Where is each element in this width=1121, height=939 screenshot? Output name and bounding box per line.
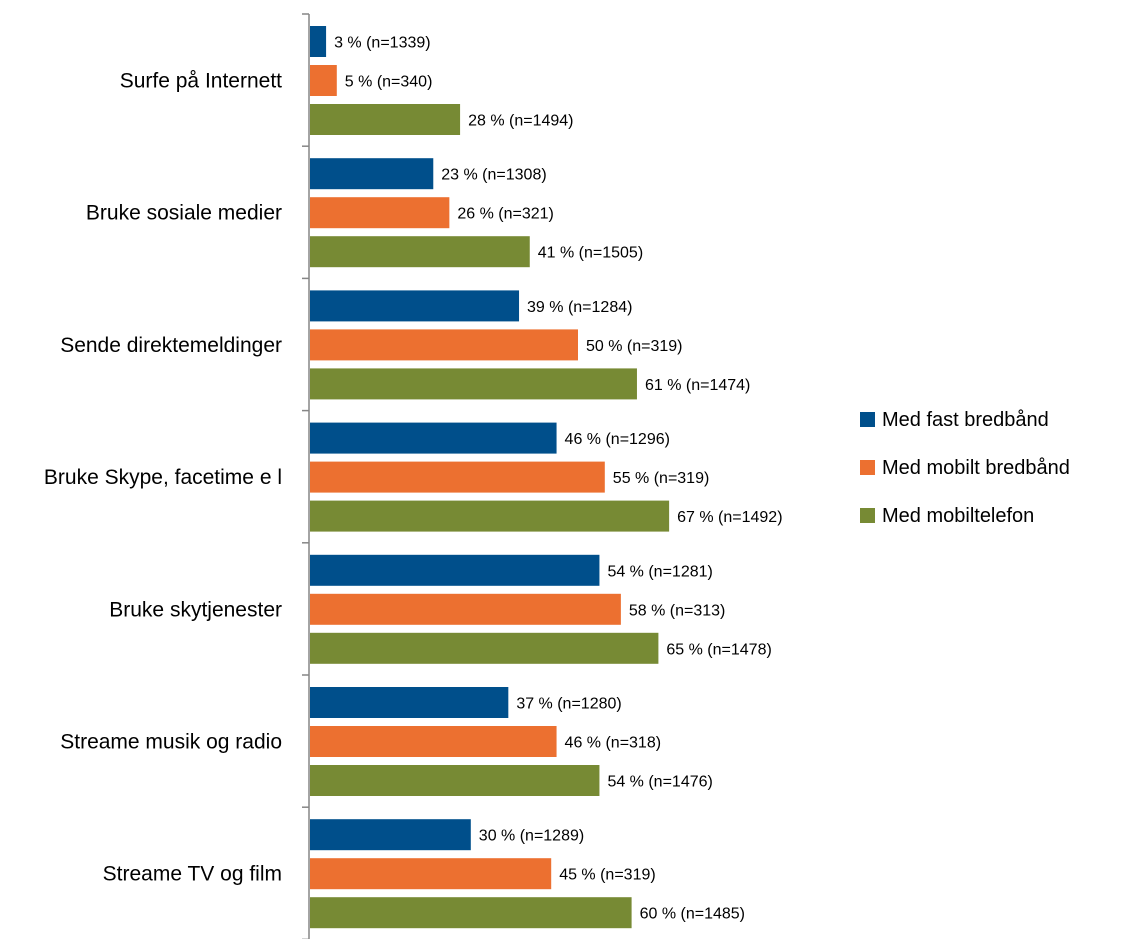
- data-label: 54 % (n=1476): [607, 774, 712, 791]
- data-label: 41 % (n=1505): [538, 245, 643, 262]
- category-label: Sende direktemeldinger: [60, 334, 282, 357]
- bar: [310, 687, 509, 718]
- category-label: Streame musik og radio: [60, 731, 282, 754]
- data-label: 55 % (n=319): [613, 470, 710, 487]
- data-label: 58 % (n=313): [629, 602, 726, 619]
- data-label: 5 % (n=340): [345, 74, 433, 91]
- bar: [310, 726, 557, 757]
- data-label: 23 % (n=1308): [441, 167, 546, 184]
- legend-label: Med mobiltelefon: [882, 505, 1034, 527]
- data-labels: 3 % (n=1339) 5 % (n=340) 28 % (n=1494) 23 %…: [334, 35, 782, 923]
- bar: [310, 632, 659, 664]
- data-label: 3 % (n=1339): [334, 35, 431, 52]
- legend-swatch: [860, 460, 875, 475]
- bar: [310, 104, 461, 135]
- bar: [310, 554, 600, 586]
- bar: [310, 236, 530, 268]
- bar: [310, 368, 637, 400]
- data-label: 46 % (n=1296): [565, 431, 670, 448]
- data-label: 54 % (n=1281): [607, 563, 712, 580]
- bar: [310, 593, 621, 625]
- data-label: 65 % (n=1478): [666, 641, 771, 658]
- category-labels: Surfe på Internett Bruke sosiale medier Se…: [44, 70, 282, 886]
- category-label: Streame TV og film: [103, 863, 282, 886]
- data-label: 60 % (n=1485): [640, 906, 745, 923]
- bar: [310, 65, 337, 96]
- bar: [310, 819, 471, 851]
- category-label: Bruke Skype, facetime e l: [44, 466, 282, 489]
- legend-label: Med mobilt bredbånd: [882, 457, 1070, 479]
- data-label: 61 % (n=1474): [645, 377, 750, 394]
- bar: [310, 329, 578, 361]
- data-label: 46 % (n=318): [565, 735, 662, 752]
- bar: [310, 290, 520, 322]
- bar: [310, 26, 327, 57]
- data-label: 28 % (n=1494): [468, 113, 573, 130]
- bar: [310, 500, 670, 532]
- bar: [310, 461, 605, 493]
- bar: [310, 158, 434, 190]
- data-label: 45 % (n=319): [559, 867, 656, 884]
- bars: [310, 26, 670, 929]
- axis-layer: [302, 13, 310, 939]
- data-label: 26 % (n=321): [457, 206, 554, 223]
- category-label: Bruke sosiale medier: [86, 202, 282, 225]
- data-label: 37 % (n=1280): [516, 696, 621, 713]
- bar: [310, 197, 450, 229]
- legend-swatch: [860, 412, 875, 427]
- bar: [310, 422, 557, 454]
- data-label: 50 % (n=319): [586, 338, 683, 355]
- bar: [310, 858, 552, 890]
- data-label: 67 % (n=1492): [677, 509, 782, 526]
- bar: [310, 765, 600, 796]
- category-label: Surfe på Internett: [120, 70, 282, 93]
- legend: Med fast bredbånd Med mobilt bredbånd Med …: [860, 409, 1070, 527]
- legend-label: Med fast bredbånd: [882, 409, 1049, 431]
- bar: [310, 897, 632, 929]
- category-label: Bruke skytjenester: [109, 598, 282, 621]
- legend-swatch: [860, 508, 875, 523]
- data-label: 30 % (n=1289): [479, 828, 584, 845]
- data-label: 39 % (n=1284): [527, 299, 632, 316]
